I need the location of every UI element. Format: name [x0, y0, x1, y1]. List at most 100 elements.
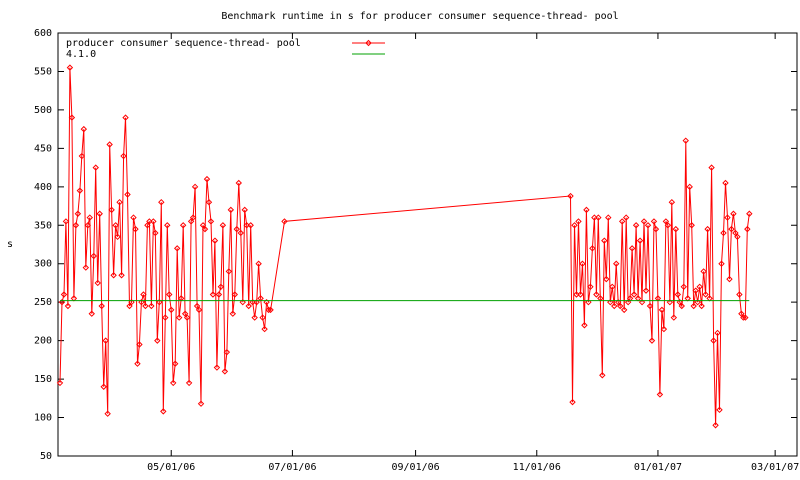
data-point [656, 391, 664, 398]
data-point [168, 306, 175, 314]
data-point [231, 291, 239, 298]
data-point [175, 314, 183, 321]
data-point [726, 275, 733, 283]
data-point [261, 325, 268, 333]
data-point [666, 298, 674, 306]
data-point [76, 187, 84, 194]
data-point [201, 225, 209, 233]
data-point [593, 291, 600, 298]
data-point [148, 302, 155, 310]
data-point [116, 198, 123, 206]
data-point [714, 329, 721, 337]
data-point [585, 298, 592, 306]
data-point [58, 298, 66, 306]
data-point [599, 372, 606, 379]
data-point [620, 306, 628, 314]
data-point [660, 325, 668, 333]
data-point [166, 291, 173, 298]
data-point [650, 218, 658, 225]
data-point [720, 229, 727, 237]
data-point [195, 306, 203, 314]
data-point [134, 360, 141, 367]
data-point [88, 310, 95, 317]
data-point [567, 192, 574, 200]
data-point [211, 237, 219, 244]
data-point [221, 368, 229, 375]
data-point [164, 222, 171, 229]
data-point [615, 298, 622, 306]
data-point [587, 283, 594, 291]
data-point [678, 302, 685, 310]
data-point [227, 206, 235, 214]
y-tick-label: 200 [34, 336, 52, 347]
x-tick-label: 01/01/07 [634, 462, 682, 473]
data-point [668, 198, 676, 206]
data-point [704, 225, 711, 233]
data-point [712, 422, 719, 429]
data-point [724, 214, 731, 221]
x-tick-label: 03/01/07 [751, 462, 799, 473]
data-point [132, 225, 139, 233]
y-tick-label: 50 [40, 451, 52, 462]
data-point [183, 314, 191, 321]
y-tick-label: 350 [34, 220, 52, 231]
data-point [718, 260, 725, 267]
data-point [569, 398, 576, 406]
data-point [738, 310, 745, 317]
data-point [742, 314, 749, 321]
data-point [692, 287, 699, 294]
data-point [605, 214, 612, 221]
y-tick-label: 450 [34, 143, 52, 154]
y-tick-label: 250 [34, 297, 52, 308]
data-point [662, 218, 670, 225]
data-point [128, 298, 135, 306]
data-point [664, 222, 672, 229]
data-point [746, 210, 753, 217]
data-point [577, 291, 584, 298]
data-point [595, 214, 602, 221]
data-point [603, 275, 610, 283]
data-point [215, 291, 223, 298]
data-point [652, 225, 660, 233]
data-point [205, 198, 213, 206]
data-point [150, 218, 157, 225]
data-point [744, 225, 751, 233]
data-point [171, 360, 179, 367]
data-point [583, 206, 590, 214]
data-point [229, 310, 237, 317]
data-point [247, 222, 254, 229]
legend-label: 4.1.0 [66, 49, 96, 60]
data-point [122, 114, 129, 121]
y-tick-label: 500 [34, 105, 52, 116]
data-point [114, 233, 121, 241]
data-point [630, 291, 638, 298]
data-point [223, 348, 231, 356]
data-point [219, 222, 227, 229]
data-point [618, 218, 626, 225]
data-point [80, 125, 88, 133]
data-point [189, 214, 197, 221]
data-point [644, 222, 652, 229]
data-point [179, 222, 187, 229]
data-point [140, 291, 147, 298]
data-point [682, 137, 689, 144]
data-point [740, 314, 747, 321]
y-tick-label: 300 [34, 259, 52, 270]
data-point [187, 218, 195, 225]
data-point [66, 64, 74, 71]
data-point [628, 245, 636, 252]
y-axis-label: s [7, 239, 13, 250]
data-point [142, 302, 149, 310]
data-point [158, 198, 165, 206]
data-point [611, 302, 618, 310]
y-tick-label: 600 [34, 28, 52, 39]
chart-title: Benchmark runtime in s for producer cons… [221, 11, 618, 22]
data-point [648, 337, 656, 344]
data-point [60, 291, 68, 298]
data-point [730, 210, 737, 217]
data-point [259, 314, 266, 321]
data-point [672, 225, 680, 233]
data-point [632, 222, 640, 229]
data-point [239, 298, 246, 306]
